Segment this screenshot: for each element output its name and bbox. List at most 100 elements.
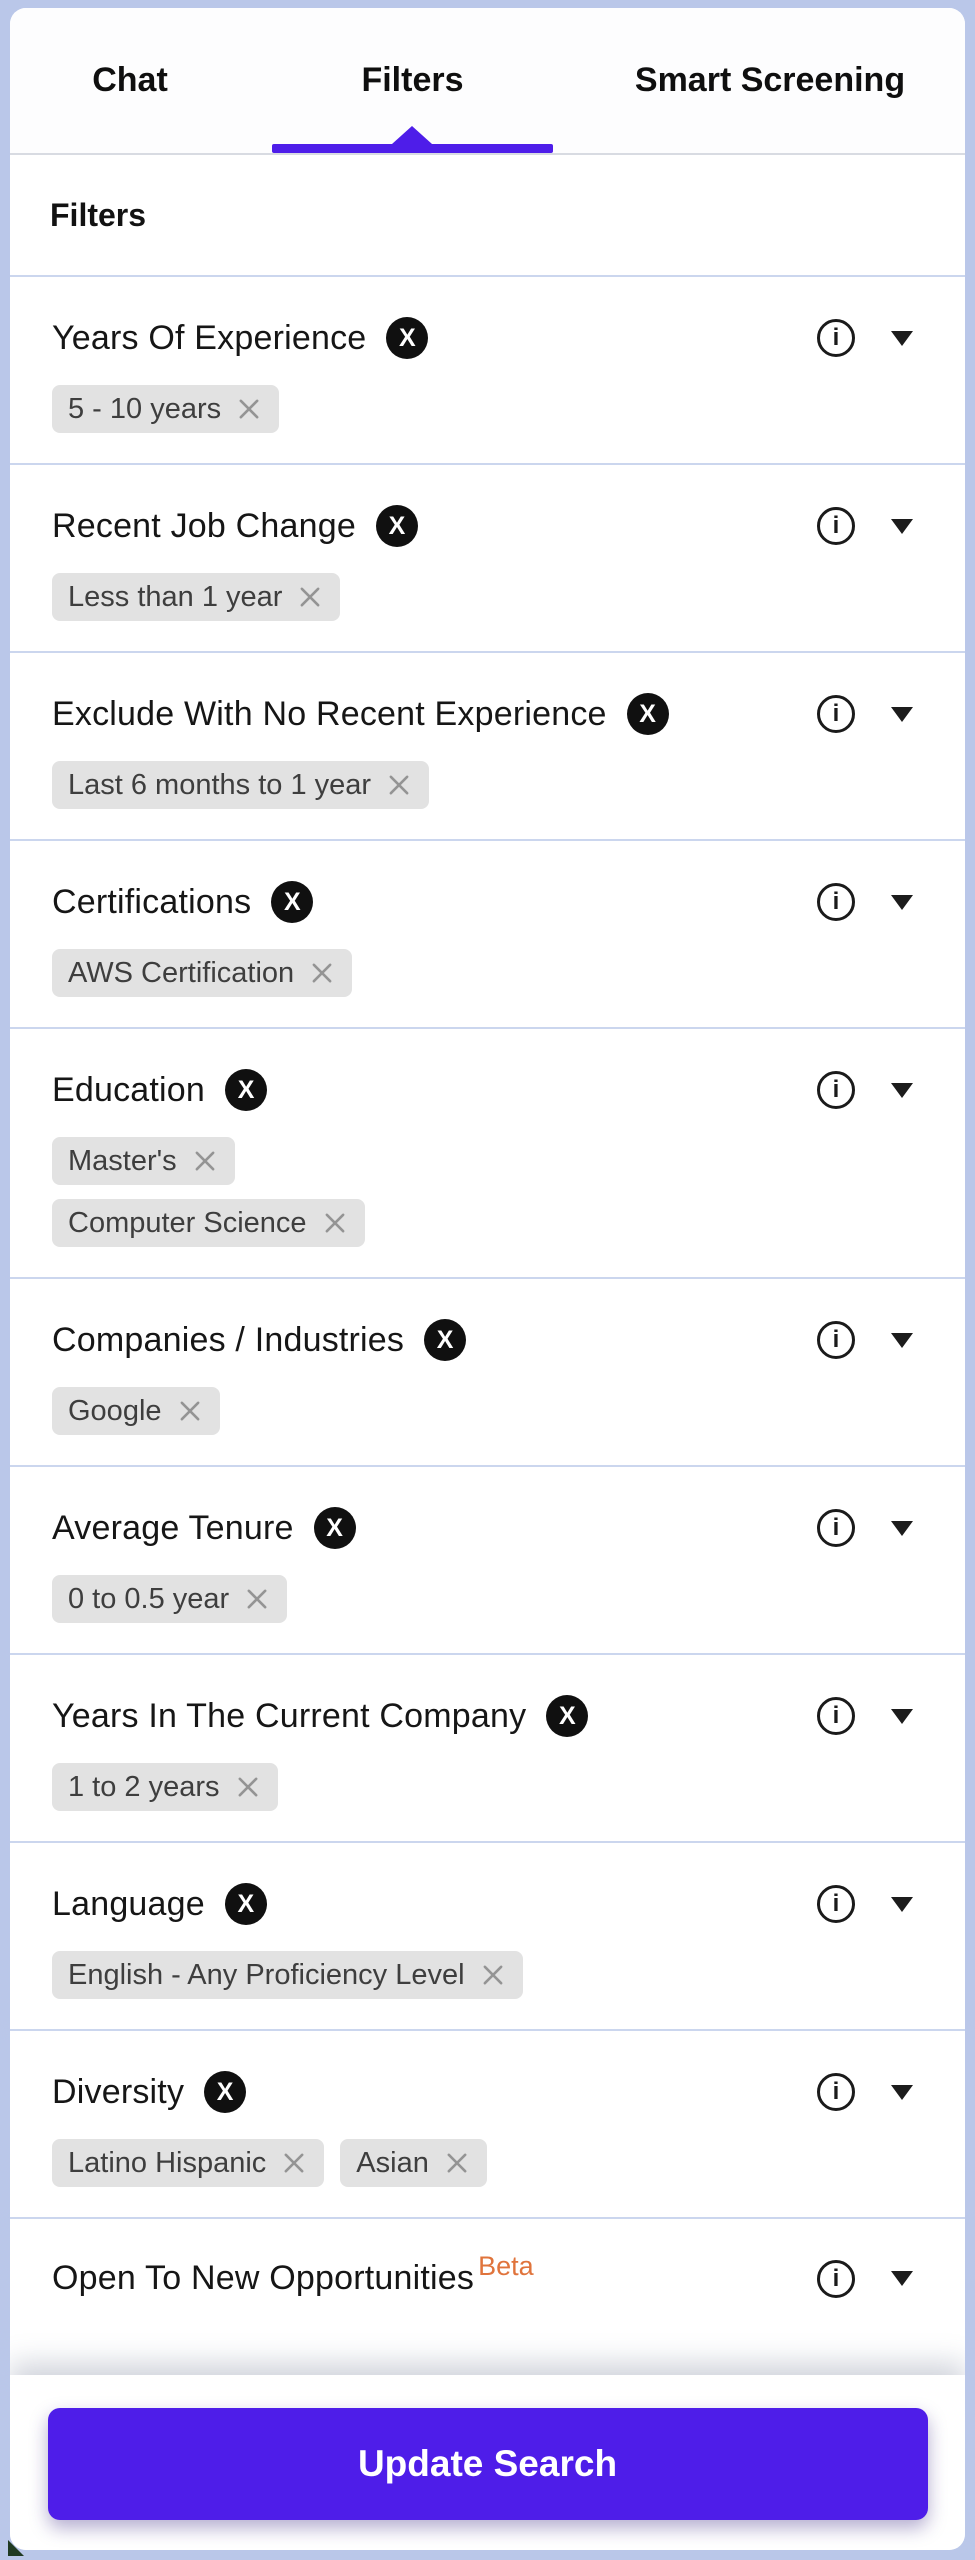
info-icon[interactable]: i <box>817 1321 855 1359</box>
filter-chip: Computer Science <box>52 1199 365 1247</box>
chip-remove-icon[interactable] <box>443 2149 471 2177</box>
filter-chip: AWS Certification <box>52 949 353 997</box>
info-icon[interactable]: i <box>817 1885 855 1923</box>
chip-label: 5 - 10 years <box>68 392 222 425</box>
info-icon[interactable]: i <box>817 507 855 545</box>
filter-chip: Latino Hispanic <box>52 2139 325 2187</box>
clear-filter-button[interactable]: X <box>424 1319 467 1361</box>
chevron-down-icon[interactable] <box>891 2084 913 2100</box>
chevron-down-icon[interactable] <box>891 1332 913 1348</box>
clear-filter-button[interactable]: X <box>375 505 418 547</box>
filter-title: Exclude With No Recent Experience <box>52 694 607 733</box>
chip-label: Less than 1 year <box>68 580 283 613</box>
chip-remove-icon[interactable] <box>321 1209 349 1237</box>
filter-title-row: Open To New Opportunities Beta i <box>52 2251 921 2298</box>
chip-remove-icon[interactable] <box>385 771 413 799</box>
clear-filter-button[interactable]: X <box>204 2071 247 2113</box>
chip-list: Google <box>52 1387 921 1435</box>
info-icon[interactable]: i <box>817 2073 855 2111</box>
chip-remove-icon[interactable] <box>191 1147 219 1175</box>
info-icon[interactable]: i <box>817 883 855 921</box>
tab-bar: Chat Filters Smart Screening <box>10 8 965 155</box>
filter-section: Years Of Experience X i 5 - 10 years <box>10 275 965 463</box>
info-icon[interactable]: i <box>817 1509 855 1547</box>
clear-filter-button[interactable]: X <box>546 1695 589 1737</box>
clear-filter-button[interactable]: X <box>271 881 314 923</box>
chip-label: Latino Hispanic <box>68 2146 267 2179</box>
chip-remove-icon[interactable] <box>243 1585 271 1613</box>
filter-chip: Master's <box>52 1137 235 1185</box>
chip-list: Master's Computer Science <box>52 1137 921 1247</box>
filter-chip: Last 6 months to 1 year <box>52 761 430 809</box>
filter-chip: 5 - 10 years <box>52 385 280 433</box>
update-search-button[interactable]: Update Search <box>47 2408 928 2520</box>
chip-remove-icon[interactable] <box>280 2149 308 2177</box>
chevron-down-icon[interactable] <box>891 706 913 722</box>
clear-filter-button[interactable]: X <box>224 1883 267 1925</box>
chip-list: 0 to 0.5 year <box>52 1575 921 1623</box>
filter-chip: 1 to 2 years <box>52 1763 278 1811</box>
info-icon[interactable]: i <box>817 1071 855 1109</box>
clear-filter-button[interactable]: X <box>626 693 669 735</box>
background-corner-artifact <box>8 2540 24 2556</box>
filter-title: Language <box>52 1884 205 1923</box>
filter-section: Diversity X i Latino Hispanic Asian <box>10 2029 965 2217</box>
chip-list: AWS Certification <box>52 949 921 997</box>
filters-panel: Chat Filters Smart Screening Filters Yea… <box>10 8 965 2550</box>
filter-chip: 0 to 0.5 year <box>52 1575 288 1623</box>
chip-label: Master's <box>68 1144 177 1177</box>
chip-label: Google <box>68 1394 162 1427</box>
beta-badge: Beta <box>478 2251 534 2281</box>
filter-section: Average Tenure X i 0 to 0.5 year <box>10 1465 965 1653</box>
chevron-down-icon[interactable] <box>891 1708 913 1724</box>
filter-title: Average Tenure <box>52 1508 294 1547</box>
filter-title: Years Of Experience <box>52 318 367 357</box>
clear-filter-button[interactable]: X <box>313 1507 356 1549</box>
filter-title: Recent Job Change <box>52 506 356 545</box>
chevron-down-icon[interactable] <box>891 1896 913 1912</box>
tab-filters[interactable]: Filters <box>361 61 464 99</box>
chevron-down-icon[interactable] <box>891 894 913 910</box>
chip-remove-icon[interactable] <box>176 1397 204 1425</box>
chevron-down-icon[interactable] <box>891 1082 913 1098</box>
active-tab-indicator <box>272 144 553 153</box>
chevron-down-icon[interactable] <box>891 330 913 346</box>
filter-title: Diversity <box>52 2072 185 2111</box>
chevron-down-icon[interactable] <box>891 1520 913 1536</box>
filter-section: Open To New Opportunities Beta i <box>10 2217 965 2328</box>
info-icon[interactable]: i <box>817 1697 855 1735</box>
filter-chip: Asian <box>340 2139 487 2187</box>
clear-filter-button[interactable]: X <box>225 1069 268 1111</box>
chip-list: Last 6 months to 1 year <box>52 761 921 809</box>
filter-title: Open To New Opportunities <box>52 2259 475 2297</box>
chip-remove-icon[interactable] <box>234 1773 262 1801</box>
chevron-down-icon[interactable] <box>891 518 913 534</box>
clear-filter-button[interactable]: X <box>386 317 429 359</box>
info-icon[interactable]: i <box>817 2259 855 2298</box>
filter-section: Years In The Current Company X i 1 to 2 … <box>10 1653 965 1841</box>
tab-chat[interactable]: Chat <box>92 61 168 99</box>
chip-remove-icon[interactable] <box>308 959 336 987</box>
filter-title: Education <box>52 1070 206 1109</box>
chip-list: Latino Hispanic Asian <box>52 2139 921 2187</box>
filter-title-row: Education X i <box>52 1069 921 1111</box>
filter-title-row: Diversity X i <box>52 2071 921 2113</box>
chip-label: 1 to 2 years <box>68 1770 220 1803</box>
chip-list: Less than 1 year <box>52 573 921 621</box>
chip-remove-icon[interactable] <box>296 583 324 611</box>
filter-list: Years Of Experience X i 5 - 10 years Rec… <box>10 275 965 2328</box>
chevron-down-icon[interactable] <box>891 2271 913 2286</box>
info-icon[interactable]: i <box>817 319 855 357</box>
filter-section: Certifications X i AWS Certification <box>10 839 965 1027</box>
active-tab-pointer-icon <box>392 126 432 144</box>
filter-title-row: Certifications X i <box>52 881 921 923</box>
info-icon[interactable]: i <box>817 695 855 733</box>
tab-smart-screening[interactable]: Smart Screening <box>634 61 906 99</box>
chip-remove-icon[interactable] <box>235 395 263 423</box>
filter-title-row: Recent Job Change X i <box>52 505 921 547</box>
filter-chip: English - Any Proficiency Level <box>52 1951 523 1999</box>
chip-label: 0 to 0.5 year <box>68 1582 230 1615</box>
chip-remove-icon[interactable] <box>479 1961 507 1989</box>
panel-title: Filters <box>50 196 147 233</box>
filter-title-row: Companies / Industries X i <box>52 1319 921 1361</box>
